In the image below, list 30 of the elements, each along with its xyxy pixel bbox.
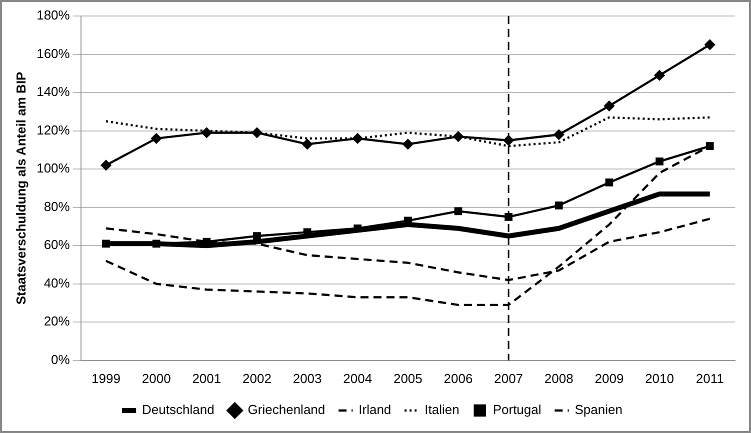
legend-label: Irland bbox=[358, 402, 392, 418]
x-tick-label: 2006 bbox=[444, 370, 473, 386]
legend-label: Portugal bbox=[492, 402, 542, 418]
y-tick-label: 180% bbox=[36, 8, 70, 23]
legend-label: Spanien bbox=[574, 402, 622, 418]
y-tick-label: 160% bbox=[36, 46, 70, 61]
x-tick-label: 2008 bbox=[544, 370, 574, 386]
legend-label: Italien bbox=[424, 402, 460, 418]
x-tick-label: 2004 bbox=[343, 370, 372, 386]
legend-label: Griechenland bbox=[248, 402, 326, 418]
y-tick-label: 60% bbox=[44, 237, 70, 252]
y-tick-label: 100% bbox=[36, 160, 70, 176]
x-tick-label: 2011 bbox=[696, 370, 724, 386]
x-tick-label: 2003 bbox=[292, 370, 322, 386]
y-tick-label: 20% bbox=[44, 314, 70, 329]
y-tick-label: 80% bbox=[44, 198, 70, 214]
legend-label: Deutschland bbox=[142, 402, 214, 418]
x-tick-label: 2007 bbox=[494, 370, 524, 386]
x-tick-label: 2005 bbox=[393, 370, 422, 386]
y-tick-label: 140% bbox=[36, 84, 70, 100]
x-tick-label: 1999 bbox=[92, 370, 120, 386]
y-tick-label: 120% bbox=[36, 122, 70, 138]
y-tick-label: 0% bbox=[51, 352, 70, 367]
y-tick-label: 40% bbox=[44, 275, 70, 290]
x-tick-label: 2010 bbox=[645, 370, 674, 386]
x-tick-label: 2002 bbox=[242, 370, 272, 386]
x-tick-label: 2001 bbox=[192, 370, 222, 386]
y-axis-title: Staatsverschuldung als Anteil am BIP bbox=[13, 71, 28, 305]
x-tick-label: 2009 bbox=[594, 370, 624, 386]
x-tick-label: 2000 bbox=[142, 370, 171, 386]
